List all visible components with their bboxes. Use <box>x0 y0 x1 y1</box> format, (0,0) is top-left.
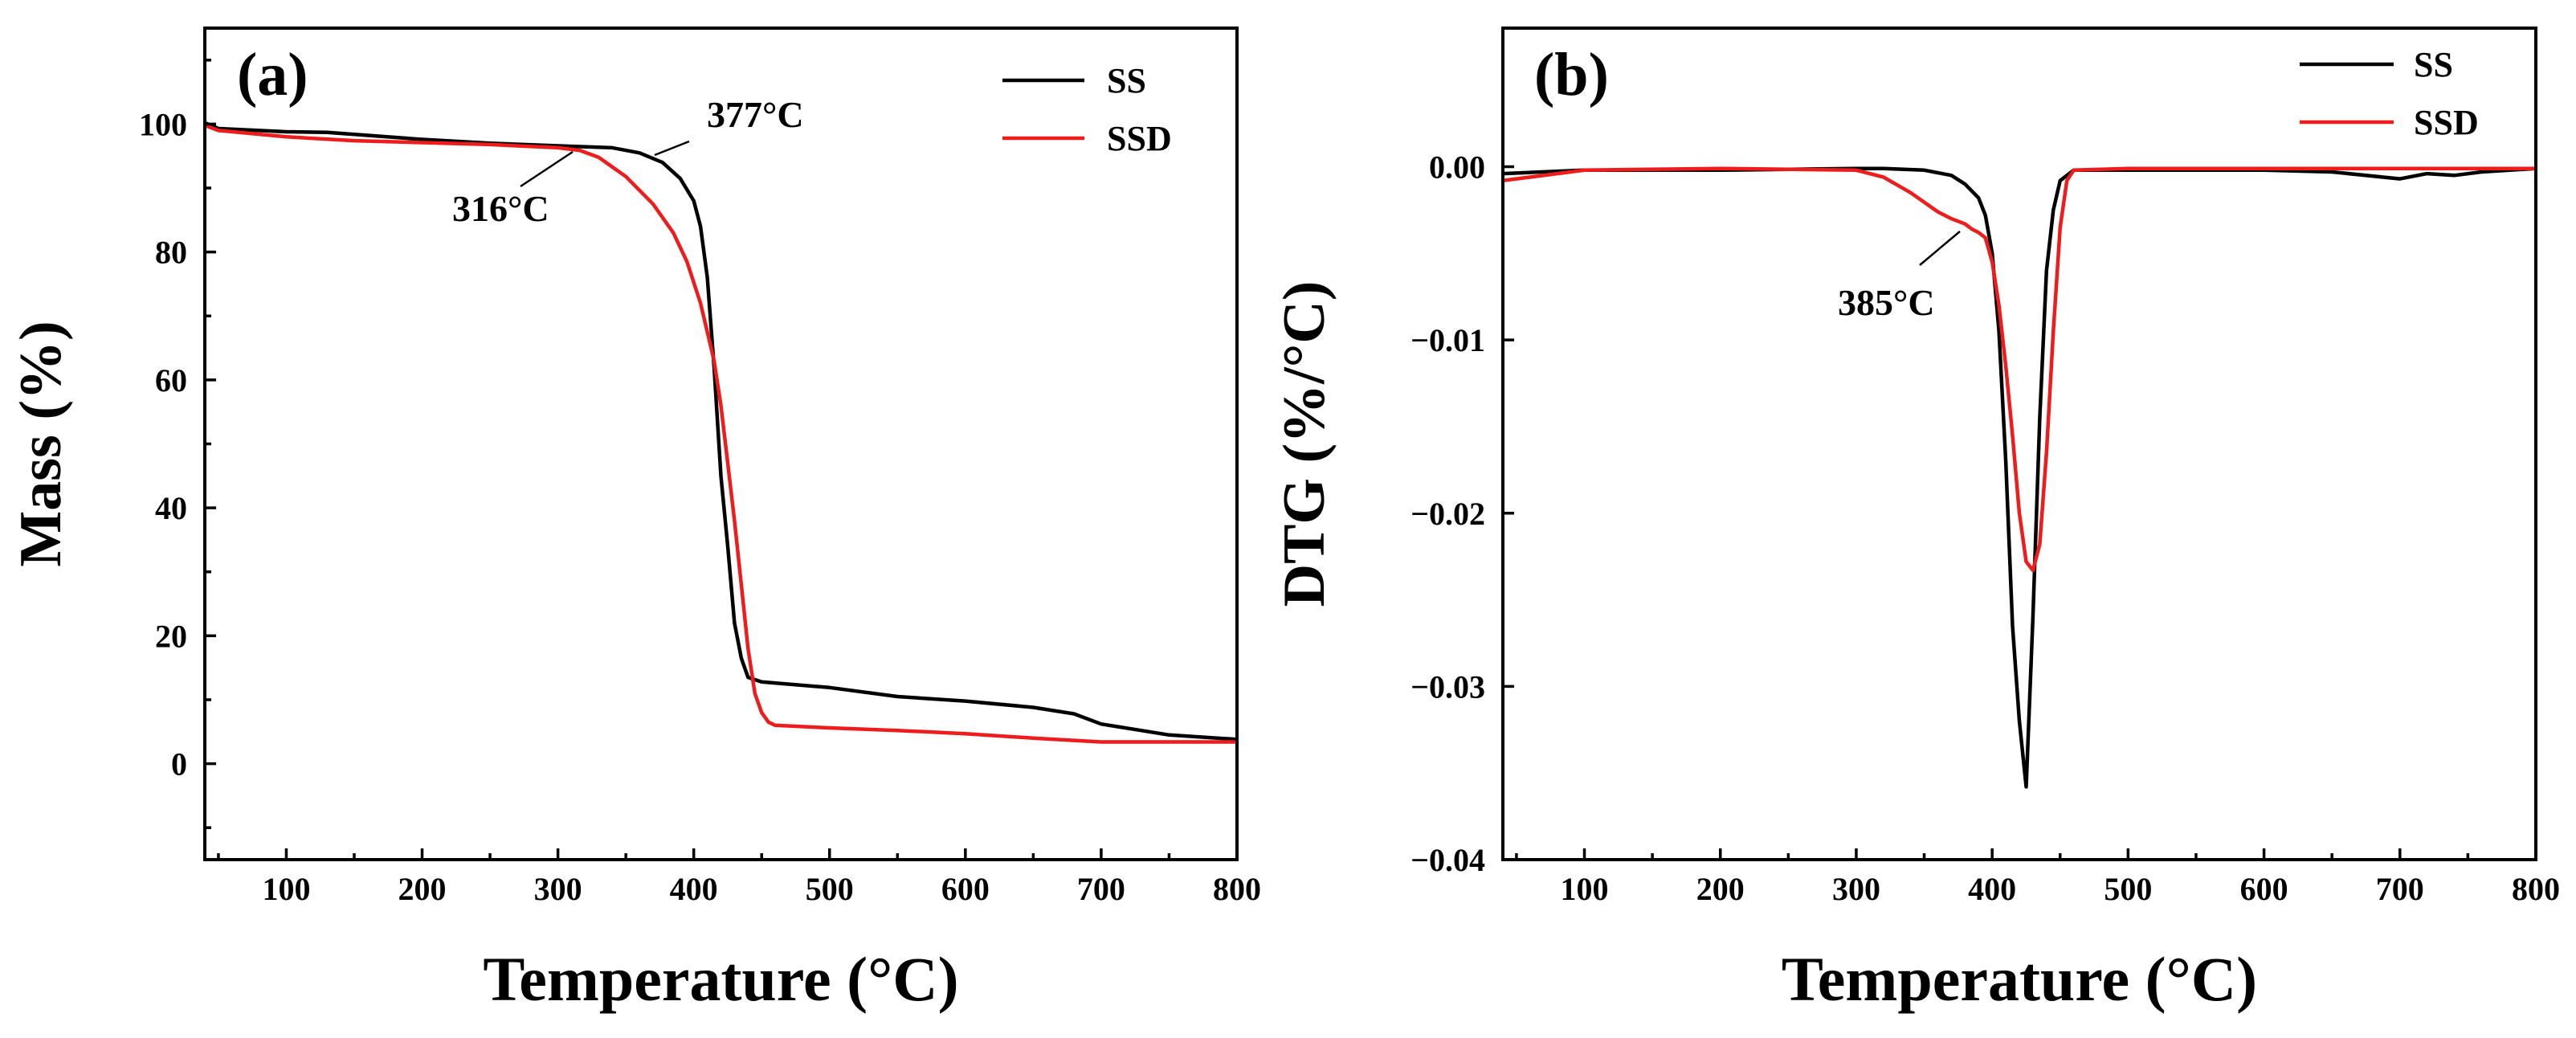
annotation-leader <box>654 140 690 157</box>
x-tick-label: 800 <box>1213 871 1261 907</box>
annotation-leader <box>1919 231 1961 266</box>
y-tick-label: 100 <box>139 106 187 142</box>
series-line-ssd <box>205 123 1237 744</box>
annotation-label: 316°C <box>452 188 549 229</box>
x-tick-label: 200 <box>398 871 447 907</box>
y-axis-label: Mass (%) <box>8 321 74 566</box>
legend-label-ssd: SSD <box>1107 119 1172 158</box>
y-tick-label: −0.02 <box>1410 496 1485 532</box>
annotation-leader <box>520 150 574 188</box>
x-tick-label: 400 <box>1968 871 2016 907</box>
x-tick-label: 700 <box>1077 871 1125 907</box>
x-tick-label: 600 <box>2240 871 2288 907</box>
x-tick-label: 500 <box>806 871 854 907</box>
y-tick-label: 0.00 <box>1429 149 1485 186</box>
series-line-ss <box>205 121 1237 742</box>
x-tick-label: 300 <box>534 871 582 907</box>
legend-label-ss: SS <box>2414 45 2453 84</box>
y-tick-label: −0.04 <box>1410 842 1485 878</box>
panel-b-dtg-chart: 100 200 300 400 500 600 700 800 0.00 −0.01 −0.02 −0… <box>1272 27 2560 1014</box>
series-line-ss <box>1503 166 2536 789</box>
y-tick-label: 0 <box>171 746 187 783</box>
panel-a-mass-chart: 100 200 300 400 500 600 700 800 0 20 40 60 80 100 Temp… <box>8 27 1261 1014</box>
y-tick-label: 80 <box>155 235 187 271</box>
x-tick-label: 500 <box>2104 871 2152 907</box>
x-tick-label: 800 <box>2512 871 2560 907</box>
y-tick-label: −0.03 <box>1410 668 1485 705</box>
x-tick-label: 700 <box>2376 871 2424 907</box>
y-tick-label: 60 <box>155 362 187 398</box>
y-tick-label: −0.01 <box>1410 322 1485 358</box>
x-axis-label: Temperature (°C) <box>1782 944 2257 1014</box>
legend-label-ss: SS <box>1107 61 1146 100</box>
y-axis-label: DTG (%/°C) <box>1272 281 1337 607</box>
series-line-ssd <box>1503 166 2536 573</box>
y-tick-label: 40 <box>155 490 187 526</box>
panel-label: (a) <box>237 41 308 108</box>
y-tick-label: 20 <box>155 618 187 654</box>
x-tick-label: 200 <box>1696 871 1745 907</box>
plot-frame <box>203 27 1239 861</box>
annotation-label: 377°C <box>707 94 804 135</box>
x-axis-label: Temperature (°C) <box>483 944 958 1014</box>
annotation-label: 385°C <box>1838 282 1935 323</box>
plot-frame <box>1501 27 2537 861</box>
legend-label-ssd: SSD <box>2414 103 2479 142</box>
x-tick-label: 300 <box>1832 871 1880 907</box>
x-tick-label: 400 <box>670 871 718 907</box>
x-tick-label: 100 <box>262 871 310 907</box>
x-tick-label: 600 <box>941 871 990 907</box>
x-tick-label: 100 <box>1561 871 1609 907</box>
panel-label: (b) <box>1534 41 1609 108</box>
